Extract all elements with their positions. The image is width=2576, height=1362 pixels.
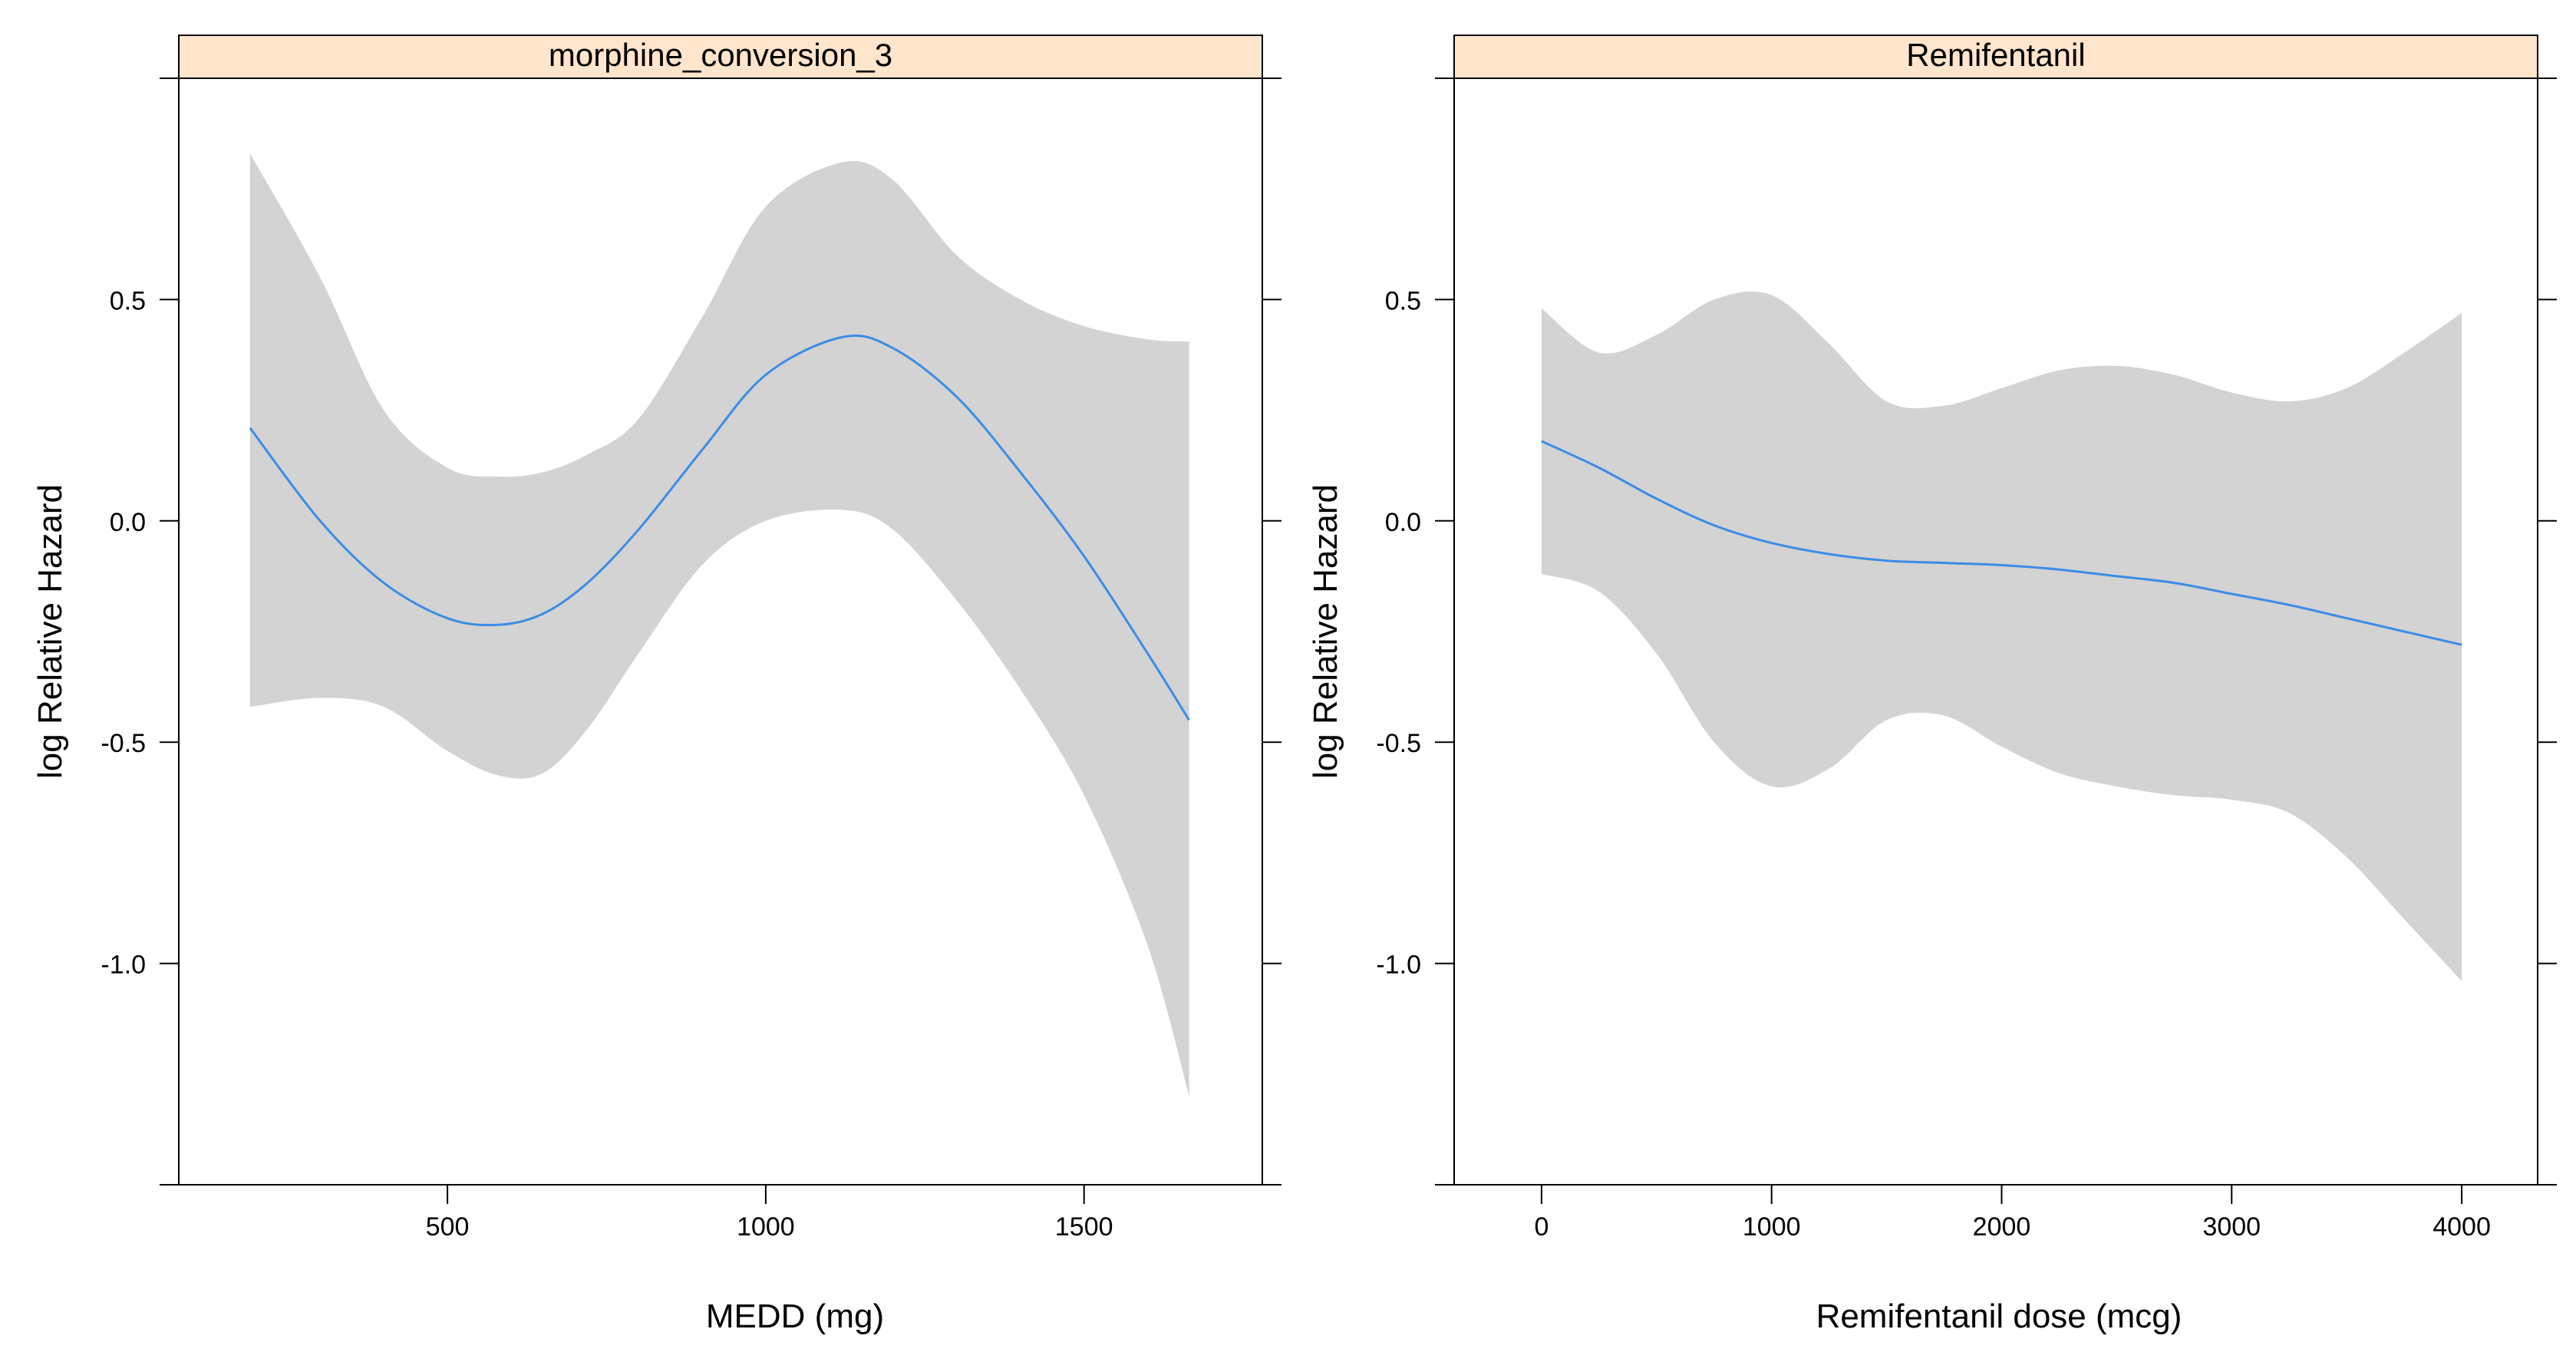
- y-tick-label: -1.0: [101, 951, 146, 980]
- y-tick-label: -0.5: [1376, 729, 1421, 758]
- x-tick-label: 0: [1534, 1212, 1549, 1242]
- y-tick-label: -1.0: [1376, 951, 1421, 980]
- y-tick-label: 0.0: [110, 508, 146, 537]
- x-tick-label: 4000: [2433, 1212, 2491, 1242]
- y-ticks: -1.0 -0.5 0.0 0.5: [1376, 77, 2557, 1186]
- panel-remifentanil: Remifentanil -1.0 -0.5 0.0 0.5 0 1000 2000 300…: [1307, 35, 2557, 1335]
- x-axis-label: MEDD (mg): [706, 1298, 884, 1335]
- panel-morphine: morphine_conversion_3 -1.0 -0.5 0.0 0.5 500…: [31, 35, 1281, 1335]
- confidence-band: [249, 153, 1189, 1097]
- x-tick-label: 1500: [1055, 1212, 1113, 1242]
- fit-line: [1541, 440, 2462, 646]
- x-tick-label: 1000: [1743, 1212, 1801, 1242]
- y-axis-label: log Relative Hazard: [31, 484, 69, 779]
- fit-line: [249, 334, 1190, 721]
- x-ticks: 500 1000 1500: [426, 1185, 1113, 1242]
- strip-background: [1453, 35, 2538, 79]
- y-tick-label: -0.5: [101, 729, 146, 758]
- confidence-band: [1541, 291, 2462, 981]
- y-tick-label: 0.5: [110, 286, 146, 315]
- x-ticks: 0 1000 2000 3000 4000: [1534, 1185, 2491, 1242]
- y-ticks: -1.0 -0.5 0.0 0.5: [101, 77, 1281, 1186]
- y-tick-label: 0.5: [1385, 286, 1421, 315]
- x-axis-label: Remifentanil dose (mcg): [1816, 1298, 2182, 1335]
- strip-title: Remifentanil: [1906, 37, 2085, 73]
- x-tick-label: 1000: [737, 1212, 795, 1242]
- x-tick-label: 2000: [1973, 1212, 2031, 1242]
- strip-background: [178, 35, 1263, 79]
- y-axis-label: log Relative Hazard: [1307, 484, 1344, 779]
- strip-title: morphine_conversion_3: [549, 37, 892, 73]
- x-tick-label: 3000: [2202, 1212, 2261, 1242]
- x-tick-label: 500: [426, 1212, 470, 1242]
- plot-frame: [1453, 77, 2538, 1186]
- plot-frame: [178, 77, 1263, 1186]
- y-tick-label: 0.0: [1385, 508, 1421, 537]
